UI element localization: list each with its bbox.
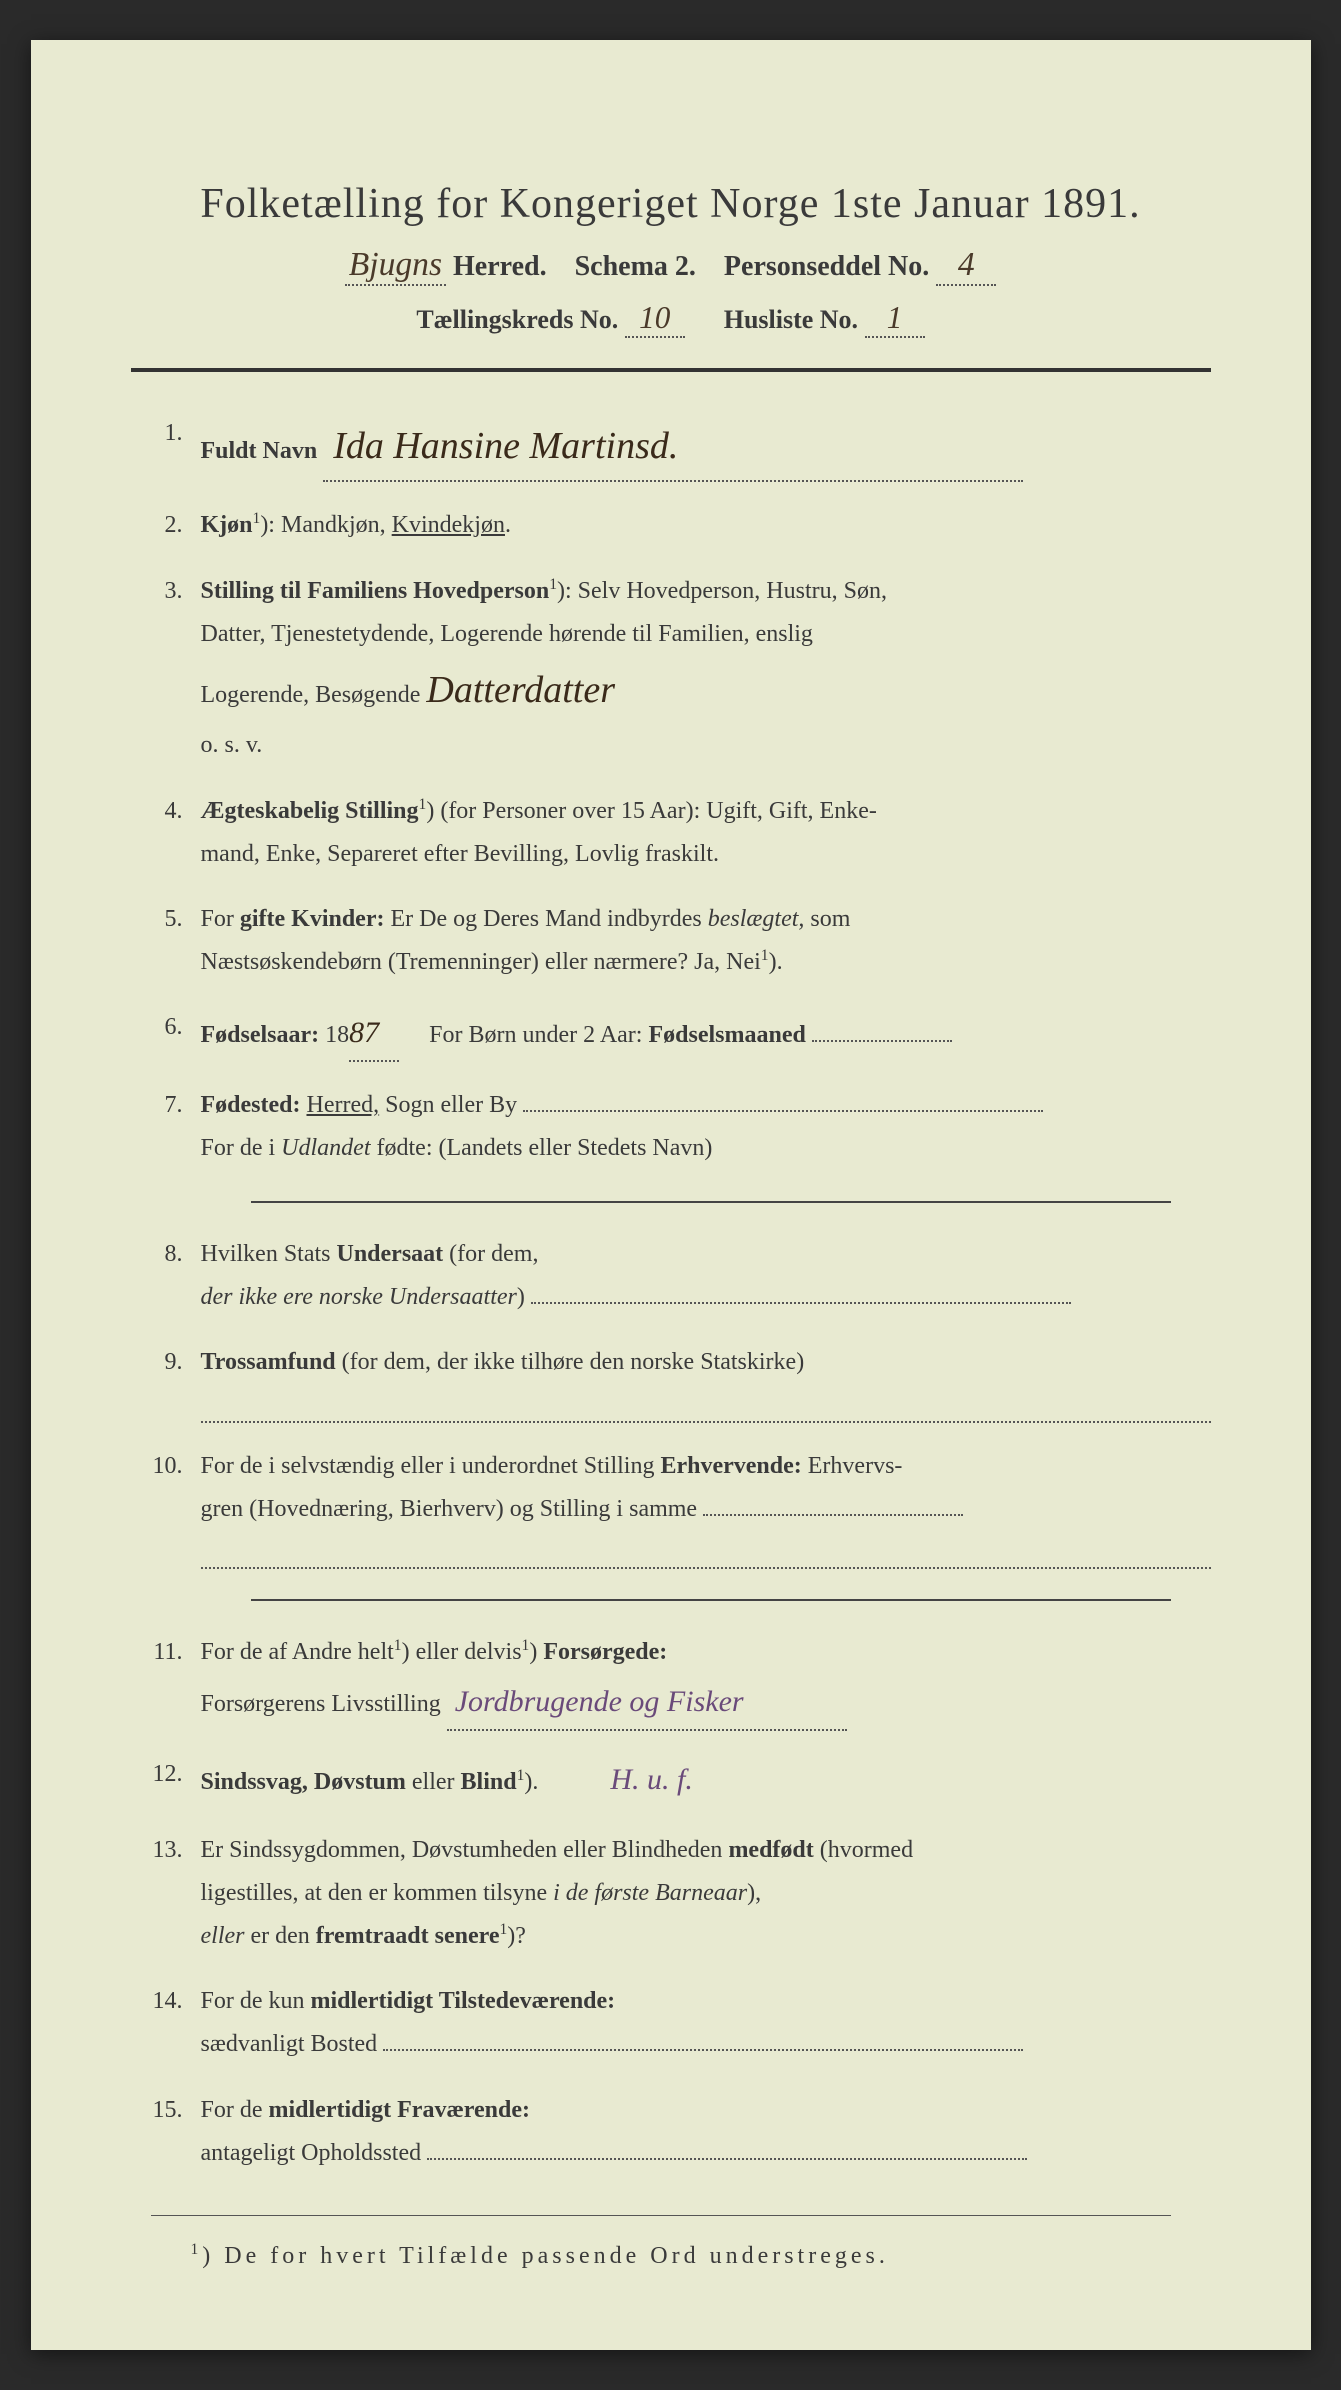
item-3: 3. Stilling til Familiens Hovedperson1):… [131, 570, 1211, 768]
item-11: 11. For de af Andre helt1) eller delvis1… [131, 1631, 1211, 1730]
item-14-bold: midlertidigt Tilstedeværende: [311, 1988, 616, 2014]
item-3-line3pre: Logerende, Besøgende [201, 682, 427, 708]
item-15-bold: midlertidigt Fraværende: [269, 2097, 531, 2123]
item-11-bold: Forsørgede: [543, 1639, 667, 1665]
item-12: 12. Sindssvag, Døvstum eller Blind1). H.… [131, 1753, 1211, 1807]
item-4-line2: mand, Enke, Separeret efter Bevilling, L… [201, 841, 720, 867]
item-1-num: 1. [131, 412, 201, 482]
item-12-bold2: Blind [461, 1769, 517, 1795]
item-13-bold1: medfødt [728, 1837, 813, 1863]
personseddel-label: Personseddel No. [724, 251, 929, 282]
item-3-value: Datterdatter [426, 669, 615, 711]
item-7: 7. Fødested: Herred, Sogn eller By For d… [131, 1084, 1211, 1170]
item-14-num: 14. [131, 1980, 201, 2066]
item-5-line2: Næstsøskendebørn (Tremenninger) eller næ… [201, 949, 761, 975]
divider-2 [251, 1599, 1171, 1601]
item-11-line2: Forsørgerens Livsstilling [201, 1691, 441, 1717]
item-3-num: 3. [131, 570, 201, 768]
item-12-bold1: Sindssvag, Døvstum [201, 1769, 406, 1795]
header-rule [131, 368, 1211, 372]
item-3-line2: Datter, Tjenestetydende, Logerende høren… [201, 621, 813, 647]
item-5-num: 5. [131, 898, 201, 984]
schema-label: Schema 2. [575, 251, 696, 282]
form-header: Folketælling for Kongeriget Norge 1ste J… [131, 180, 1211, 338]
item-9-num: 9. [131, 1341, 201, 1423]
item-13: 13. Er Sindssygdommen, Døvstumheden elle… [131, 1829, 1211, 1959]
footnote: 1) De for hvert Tilfælde passende Ord un… [191, 2241, 1211, 2270]
item-3-label: Stilling til Familiens Hovedperson [201, 578, 550, 604]
item-15: 15. For de midlertidigt Fraværende: anta… [131, 2089, 1211, 2175]
taellingskreds-label: Tællingskreds No. [416, 305, 618, 334]
item-7-label: Fødested: [201, 1092, 301, 1118]
item-10: 10. For de i selvstændig eller i underor… [131, 1445, 1211, 1570]
item-10-bold: Erhvervende: [660, 1453, 801, 1479]
item-8-num: 8. [131, 1233, 201, 1319]
item-11-num: 11. [131, 1631, 201, 1730]
item-6-label2: Fødselsmaaned [648, 1022, 805, 1048]
item-1-value: Ida Hansine Martinsd. [323, 412, 1023, 482]
herred-row: Bjugns Herred. Schema 2. Personseddel No… [131, 246, 1211, 286]
item-12-value: H. u. f. [610, 1763, 693, 1796]
item-15-num: 15. [131, 2089, 201, 2175]
husliste-no: 1 [865, 300, 925, 338]
item-6-year: 87 [349, 1006, 399, 1062]
item-15-line2: antageligt Opholdssted [201, 2140, 422, 2166]
item-4-label: Ægteskabelig Stilling [201, 798, 419, 824]
divider-1 [251, 1201, 1171, 1203]
item-14: 14. For de kun midlertidigt Tilstedevære… [131, 1980, 1211, 2066]
item-2-options: Mandkjøn, [281, 512, 392, 538]
item-9-bold: Trossamfund [201, 1349, 336, 1375]
item-6: 6. Fødselsaar: 1887 For Børn under 2 Aar… [131, 1006, 1211, 1062]
item-6-month-blank [812, 1040, 952, 1042]
item-1: 1. Fuldt Navn Ida Hansine Martinsd. [131, 412, 1211, 482]
item-8-line2: der ikke ere norske Undersaatter [201, 1284, 517, 1310]
item-1-label: Fuldt Navn [201, 438, 318, 464]
item-10-blank2 [201, 1531, 1211, 1569]
item-9: 9. Trossamfund (for dem, der ikke tilhør… [131, 1341, 1211, 1423]
item-7-blank [523, 1110, 1043, 1112]
kreds-row: Tællingskreds No. 10 Husliste No. 1 [131, 300, 1211, 338]
item-11-value: Jordbrugende og Fisker [447, 1675, 847, 1731]
item-15-blank [427, 2158, 1027, 2160]
item-14-blank [383, 2049, 1023, 2051]
taellingskreds-no: 10 [625, 300, 685, 338]
item-14-line2: sædvanligt Bosted [201, 2031, 378, 2057]
item-7-num: 7. [131, 1084, 201, 1170]
item-13-bold3: fremtraadt senere [316, 1923, 500, 1949]
item-6-label: Fødselsaar: [201, 1022, 320, 1048]
item-2-label: Kjøn [201, 512, 253, 538]
footnote-rule [151, 2215, 1171, 2216]
item-12-num: 12. [131, 1753, 201, 1807]
item-2-selected: Kvindekjøn [392, 512, 505, 538]
item-5-bold: gifte Kvinder: [240, 906, 385, 932]
item-6-num: 6. [131, 1006, 201, 1062]
footnote-text: ) De for hvert Tilfælde passende Ord und… [202, 2243, 889, 2269]
husliste-label: Husliste No. [724, 305, 858, 334]
item-4: 4. Ægteskabelig Stilling1) (for Personer… [131, 790, 1211, 876]
item-7-selected: Herred, [306, 1092, 379, 1118]
form-title: Folketælling for Kongeriget Norge 1ste J… [131, 180, 1211, 228]
item-10-num: 10. [131, 1445, 201, 1570]
item-5: 5. For gifte Kvinder: Er De og Deres Man… [131, 898, 1211, 984]
item-9-blank [201, 1384, 1211, 1422]
herred-label: Herred. [453, 251, 547, 282]
item-8-blank [531, 1302, 1071, 1304]
item-3-line4: o. s. v. [201, 732, 263, 758]
personseddel-no: 4 [936, 246, 996, 286]
herred-value: Bjugns [345, 246, 446, 286]
item-8-bold: Undersaat [337, 1241, 444, 1267]
item-10-line2: gren (Hovednæring, Bierhverv) og Stillin… [201, 1496, 698, 1522]
item-4-num: 4. [131, 790, 201, 876]
item-2-num: 2. [131, 504, 201, 547]
item-13-num: 13. [131, 1829, 201, 1959]
item-2: 2. Kjøn1): Mandkjøn, Kvindekjøn. [131, 504, 1211, 547]
census-form-page: Folketælling for Kongeriget Norge 1ste J… [31, 40, 1311, 2350]
item-8: 8. Hvilken Stats Undersaat (for dem, der… [131, 1233, 1211, 1319]
item-10-blank1 [703, 1514, 963, 1516]
